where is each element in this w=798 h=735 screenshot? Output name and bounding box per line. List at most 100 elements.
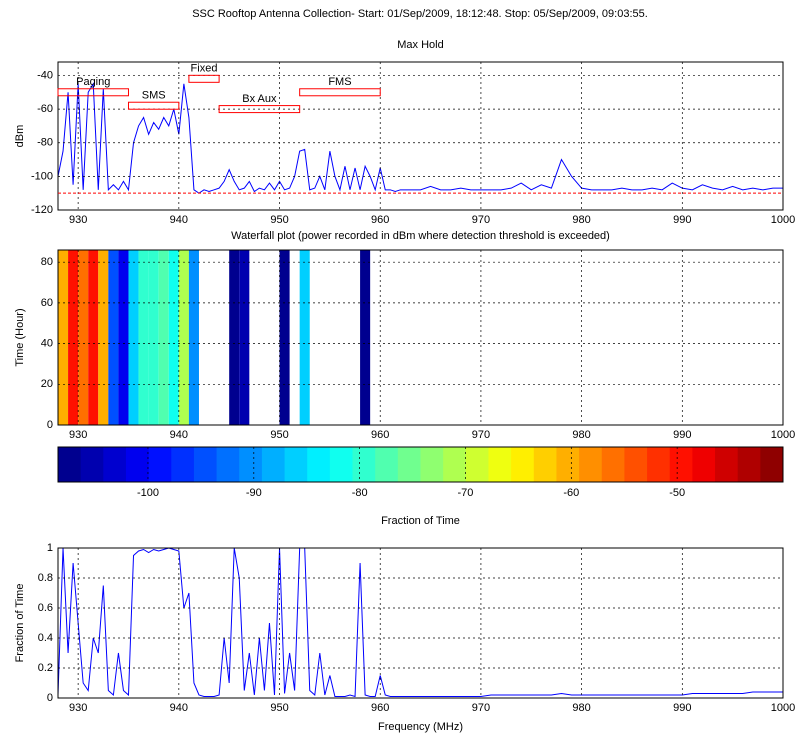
- y-tick-label: 0.6: [38, 602, 53, 614]
- colorbar-swatch: [556, 447, 580, 482]
- x-tick-label: 980: [572, 702, 590, 714]
- heatmap-cell: [58, 250, 69, 425]
- colorbar-swatch: [352, 447, 376, 482]
- colorbar-swatch: [148, 447, 172, 482]
- x-axis-label: Frequency (MHz): [378, 721, 463, 733]
- x-tick-label: 990: [673, 214, 691, 226]
- x-tick-label: 970: [472, 429, 490, 441]
- x-tick-label: 950: [270, 702, 288, 714]
- figure-title: SSC Rooftop Antenna Collection- Start: 0…: [192, 8, 648, 20]
- x-tick-label: 940: [170, 214, 188, 226]
- x-tick-label: 930: [69, 429, 87, 441]
- heatmap-cell: [128, 250, 139, 425]
- y-tick-label: 0.8: [38, 572, 53, 584]
- band-box: [127, 101, 180, 110]
- data-line: [57, 547, 783, 698]
- colorbar-frame: [57, 446, 784, 483]
- colorbar-tick-label: -80: [352, 487, 368, 499]
- plot-frame: [57, 249, 784, 426]
- x-tick-label: 970: [472, 702, 490, 714]
- x-tick-label: 1000: [771, 702, 795, 714]
- band-label: Bx Aux: [242, 93, 277, 105]
- colorbar-swatch: [216, 447, 240, 482]
- heatmap-cell: [68, 250, 79, 425]
- y-axis-label: dBm: [14, 125, 26, 148]
- x-tick-label: 960: [371, 702, 389, 714]
- colorbar-swatch: [58, 447, 82, 482]
- x-tick-label: 940: [170, 702, 188, 714]
- band-box: [299, 88, 381, 97]
- colorbar-swatch: [284, 447, 308, 482]
- x-tick-label: 930: [69, 702, 87, 714]
- y-tick-label: 60: [41, 297, 53, 309]
- colorbar-swatch: [307, 447, 331, 482]
- x-tick-label: 950: [270, 214, 288, 226]
- y-tick-label: 80: [41, 256, 53, 268]
- heatmap-cell: [98, 250, 109, 425]
- plot-frame: [57, 547, 784, 699]
- band-label: FMS: [328, 76, 351, 88]
- heatmap-cell: [299, 250, 310, 425]
- heatmap-cell: [279, 250, 290, 425]
- colorbar-tick-label: -100: [137, 487, 159, 499]
- heatmap-cell: [178, 250, 189, 425]
- colorbar-swatch: [171, 447, 195, 482]
- y-tick-label: 40: [41, 338, 53, 350]
- band-box: [57, 88, 129, 97]
- x-tick-label: 940: [170, 429, 188, 441]
- y-tick-label: 0: [47, 692, 53, 704]
- y-tick-label: 1: [47, 542, 53, 554]
- colorbar-tick-label: -60: [563, 487, 579, 499]
- colorbar-swatch: [397, 447, 421, 482]
- colorbar-swatch: [647, 447, 671, 482]
- colorbar-swatch: [125, 447, 150, 482]
- y-tick-label: -120: [31, 204, 53, 216]
- band-box: [218, 105, 301, 114]
- x-tick-label: 980: [572, 429, 590, 441]
- x-tick-label: 1000: [771, 429, 795, 441]
- heatmap-cell: [188, 250, 199, 425]
- colorbar-swatch: [465, 447, 489, 482]
- colorbar-swatch: [624, 447, 648, 482]
- y-tick-label: 0.2: [38, 662, 53, 674]
- x-tick-label: 930: [69, 214, 87, 226]
- plot-frame: [57, 61, 784, 211]
- colorbar-swatch: [193, 447, 218, 482]
- x-tick-label: 970: [472, 214, 490, 226]
- heatmap-cell: [118, 250, 129, 425]
- chart-title: Max Hold: [397, 39, 443, 51]
- y-tick-label: -100: [31, 170, 53, 182]
- heatmap-cell: [108, 250, 119, 425]
- chart-title: Fraction of Time: [381, 515, 460, 527]
- x-tick-label: 960: [371, 429, 389, 441]
- colorbar-swatch: [579, 447, 603, 482]
- band-label: Fixed: [191, 63, 218, 75]
- heatmap-cell: [78, 250, 89, 425]
- x-tick-label: 950: [270, 429, 288, 441]
- heatmap-cell: [360, 250, 371, 425]
- heatmap-cell: [148, 250, 159, 425]
- heatmap-cell: [168, 250, 179, 425]
- colorbar-tick-label: -50: [669, 487, 685, 499]
- colorbar-swatch: [601, 447, 625, 482]
- data-line: [57, 82, 783, 194]
- y-tick-label: 0.4: [38, 632, 53, 644]
- heatmap-cell: [158, 250, 169, 425]
- colorbar-swatch: [760, 447, 784, 482]
- x-tick-label: 1000: [771, 214, 795, 226]
- y-axis-label: Time (Hour): [14, 308, 26, 366]
- colorbar-swatch: [103, 447, 127, 482]
- colorbar-swatch: [511, 447, 535, 482]
- band-box: [188, 74, 220, 83]
- x-tick-label: 990: [673, 702, 691, 714]
- colorbar-swatch: [261, 447, 286, 482]
- heatmap-cell: [229, 250, 240, 425]
- colorbar-tick-label: -70: [458, 487, 474, 499]
- band-label: Paging: [76, 76, 110, 88]
- colorbar-swatch: [692, 447, 716, 482]
- y-tick-label: 0: [47, 419, 53, 431]
- colorbar-swatch: [80, 447, 104, 482]
- y-tick-label: -40: [37, 69, 53, 81]
- y-axis-label: Fraction of Time: [14, 584, 26, 663]
